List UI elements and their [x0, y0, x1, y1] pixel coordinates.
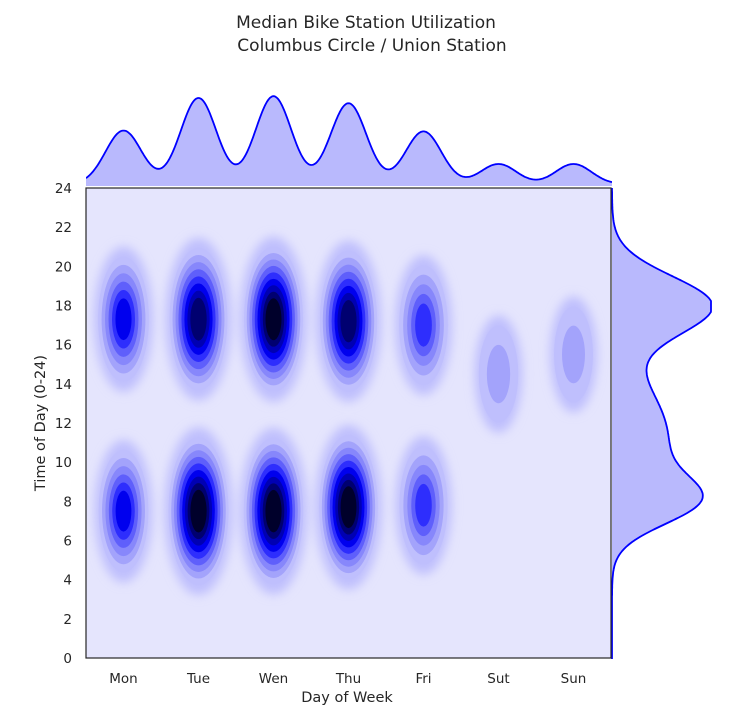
chart-subtitle: Columbus Circle / Union Station — [237, 36, 506, 56]
y-tick-label: 0 — [63, 651, 72, 667]
x-tick-label: Wen — [259, 671, 288, 687]
y-tick-label: 6 — [63, 534, 72, 550]
y-tick-label: 22 — [55, 220, 72, 236]
right-marginal-fill — [612, 188, 711, 659]
density-contour-sun — [562, 325, 585, 384]
density-levels — [98, 246, 593, 586]
density-contour-fri — [415, 303, 432, 347]
y-tick-label: 8 — [63, 494, 72, 510]
density-contour-wen — [265, 298, 282, 341]
y-tick-label: 20 — [55, 259, 72, 275]
x-axis-ticks: Mon Tue Wen Thu Fri Sut Sun — [109, 671, 586, 687]
density-contour-sut — [486, 344, 511, 404]
y-tick-label: 24 — [55, 181, 72, 197]
y-tick-label: 10 — [55, 455, 72, 471]
y-axis-label: Time of Day (0-24) — [33, 355, 49, 492]
y-tick-label: 18 — [55, 299, 72, 315]
density-contour-fri — [415, 483, 432, 527]
density-contour-thu — [340, 299, 357, 343]
top-marginal-line — [86, 95, 612, 184]
top-marginal-fill — [86, 96, 612, 186]
x-tick-label: Mon — [109, 671, 137, 687]
density-contour-tue — [190, 297, 207, 341]
top-marginal-density — [86, 95, 612, 186]
x-tick-label: Sun — [561, 671, 587, 687]
density-contour-wen — [265, 489, 282, 533]
x-tick-label: Sut — [487, 671, 509, 687]
x-tick-label: Tue — [186, 671, 210, 687]
density-contours — [94, 236, 597, 596]
chart-title: Median Bike Station Utilization — [236, 13, 496, 33]
y-tick-label: 16 — [55, 338, 72, 354]
density-contour-thu — [340, 486, 357, 529]
density-contour-mon — [115, 298, 132, 341]
density-contour-mon — [115, 490, 132, 532]
x-tick-label: Fri — [415, 671, 431, 687]
plot-frame — [85, 187, 612, 659]
y-tick-label: 12 — [55, 416, 72, 432]
x-axis-label: Day of Week — [301, 690, 393, 706]
density-contour-tue — [190, 489, 207, 533]
y-tick-label: 4 — [63, 573, 72, 589]
right-marginal-density — [611, 188, 712, 659]
y-tick-label: 2 — [63, 612, 72, 628]
right-marginal-line — [611, 188, 712, 659]
y-tick-label: 14 — [55, 377, 72, 393]
x-tick-label: Thu — [335, 671, 361, 687]
plot-area — [85, 187, 612, 659]
